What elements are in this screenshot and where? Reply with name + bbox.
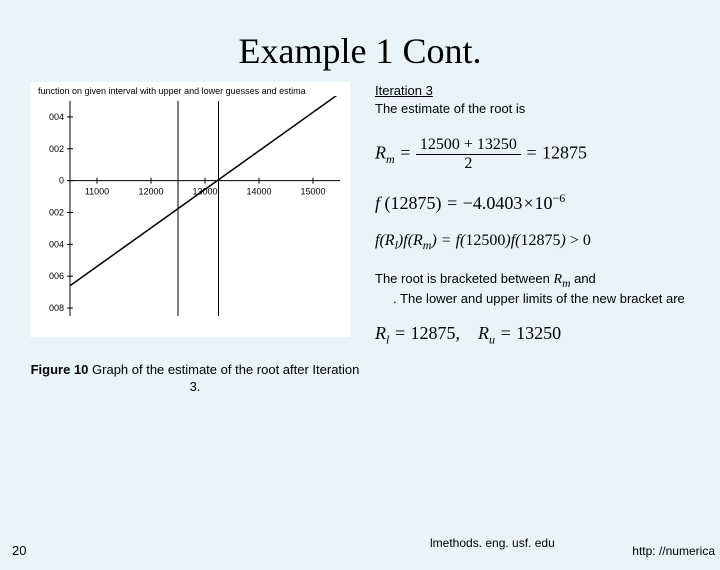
formula-limits: Rl = 12875, Ru = 13250 [375,323,715,348]
footer-url-right: http: //numerica [632,544,715,558]
formula-f-value: f (12875) = −4.0403×10−6 [375,191,715,214]
svg-text:002: 002 [49,207,64,217]
bracket-paragraph: The root is bracketed between Rm and . T… [375,271,715,308]
svg-text:006: 006 [49,271,64,281]
chart-title: function on given interval with upper an… [30,82,350,96]
svg-text:0: 0 [59,176,64,186]
left-column: function on given interval with upper an… [30,82,360,396]
iteration-header: Iteration 3 The estimate of the root is [375,82,715,118]
svg-text:15000: 15000 [300,187,325,197]
formula-product: f(Rl)f(Rm) = f(12500)f(12875) > 0 [375,232,715,253]
footer-url-center: lmethods. eng. usf. edu [430,536,555,550]
svg-text:002: 002 [49,144,64,154]
svg-text:11000: 11000 [85,187,109,197]
svg-text:14000: 14000 [246,187,271,197]
content-area: function on given interval with upper an… [0,82,720,396]
svg-text:004: 004 [49,112,64,122]
svg-text:008: 008 [49,303,64,313]
chart-container: function on given interval with upper an… [30,82,350,337]
right-column: Iteration 3 The estimate of the root is … [360,82,720,396]
function-chart: 1100012000130001400015000004002000200400… [30,96,350,336]
figure-caption: Figure 10 Graph of the estimate of the r… [30,362,360,396]
formula-rm: Rm = 12500 + 132502 = 12875 [375,136,715,173]
iteration-label: Iteration 3 [375,83,433,98]
svg-text:12000: 12000 [138,187,163,197]
page-number: 20 [12,543,26,558]
estimate-text: The estimate of the root is [375,101,525,116]
slide-title: Example 1 Cont. [0,30,720,72]
svg-text:004: 004 [49,239,64,249]
